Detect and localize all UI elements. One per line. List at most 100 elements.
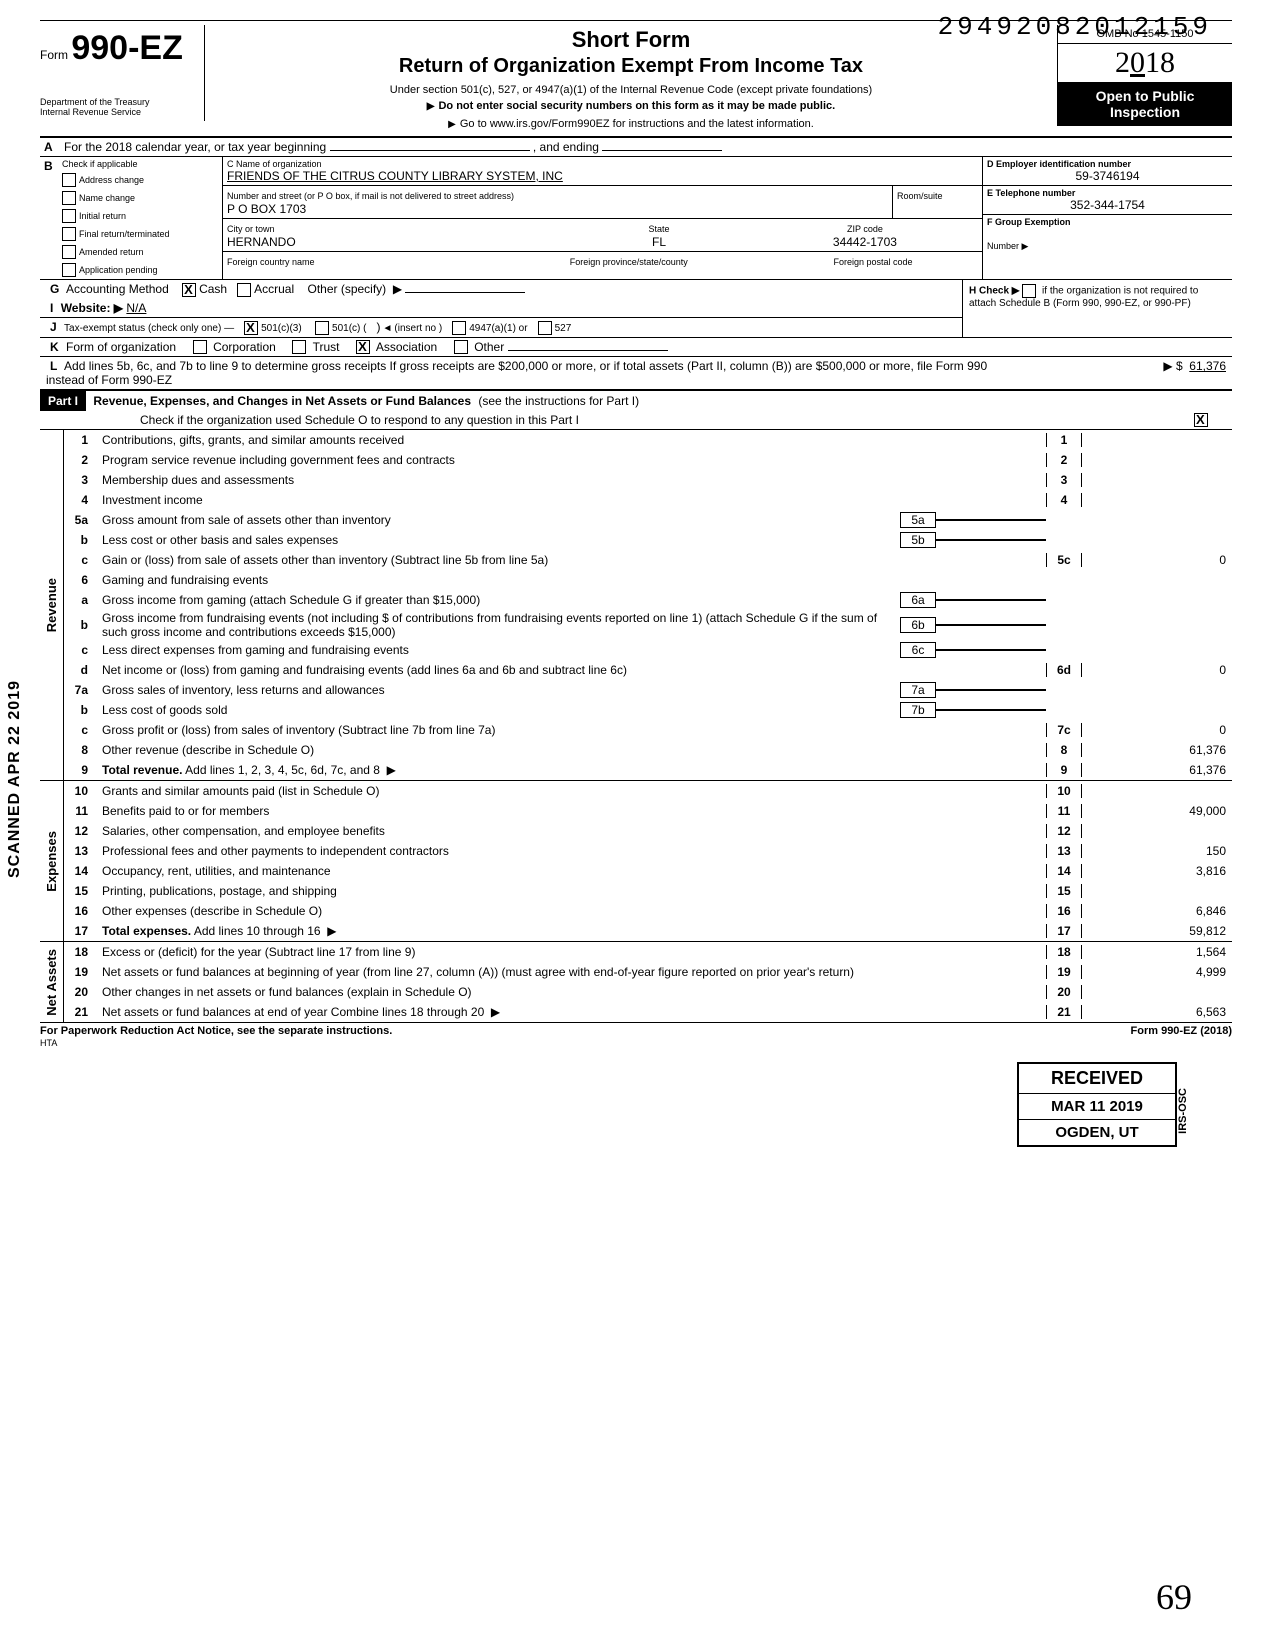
line-1: 1Contributions, gifts, grants, and simil… [64, 430, 1232, 450]
k-corp: Corporation [213, 340, 276, 354]
zip-label: ZIP code [847, 224, 883, 234]
line-5c: cGain or (loss) from sale of assets othe… [64, 550, 1232, 570]
b-header: Check if applicable [58, 157, 222, 171]
checkbox-address-change[interactable] [62, 173, 76, 187]
open-public-1: Open to Public [1062, 88, 1228, 104]
form-header: Form 990-EZ Department of the Treasury I… [40, 20, 1232, 138]
label-a: A [40, 138, 58, 156]
foreign-country-label: Foreign country name [227, 257, 315, 267]
checkbox-corporation[interactable] [193, 340, 207, 354]
checkbox-527[interactable] [538, 321, 552, 335]
line-5a: 5aGross amount from sale of assets other… [64, 510, 1232, 530]
checkbox-501c3[interactable] [244, 321, 258, 335]
line-7a: 7aGross sales of inventory, less returns… [64, 680, 1232, 700]
c-label: C Name of organization [227, 159, 978, 169]
b-address-change: Address change [79, 175, 144, 185]
line-15: 15Printing, publications, postage, and s… [64, 881, 1232, 901]
dept-irs: Internal Revenue Service [40, 107, 198, 117]
line-18: 18Excess or (deficit) for the year (Subt… [64, 942, 1232, 962]
arrow-icon [427, 100, 439, 112]
h-label: H Check ▶ [969, 286, 1019, 297]
checkbox-association[interactable] [356, 340, 370, 354]
hta: HTA [40, 1038, 57, 1048]
state-label: State [649, 224, 670, 234]
g-accrual: Accrual [254, 282, 294, 296]
g-cash: Cash [199, 282, 227, 296]
received-stamp: RECEIVED MAR 11 2019 OGDEN, UT IRS-OSC [1017, 1062, 1177, 1147]
line-5b: bLess cost or other basis and sales expe… [64, 530, 1232, 550]
line-6a: aGross income from gaming (attach Schedu… [64, 590, 1232, 610]
line-7c: cGross profit or (loss) from sales of in… [64, 720, 1232, 740]
j-527: 527 [555, 323, 572, 334]
checkbox-cash[interactable] [182, 283, 196, 297]
vtab-expenses: Expenses [42, 827, 61, 896]
checkbox-accrual[interactable] [237, 283, 251, 297]
foreign-prov-label: Foreign province/state/county [570, 257, 688, 267]
checkbox-amended-return[interactable] [62, 245, 76, 259]
j-label: Tax-exempt status (check only one) — [64, 323, 234, 334]
b-final-return: Final return/terminated [79, 229, 170, 239]
city-label: City or town [227, 224, 275, 234]
checkbox-trust[interactable] [292, 340, 306, 354]
l-amount: 61,376 [1189, 359, 1226, 373]
line-a-text: For the 2018 calendar year, or tax year … [64, 140, 326, 154]
form-prefix: Form [40, 48, 68, 62]
dept-treasury: Department of the Treasury [40, 96, 198, 107]
checkbox-h[interactable] [1022, 284, 1036, 298]
l-text: Add lines 5b, 6c, and 7b to line 9 to de… [46, 359, 987, 387]
line-4: 4Investment income4 [64, 490, 1232, 510]
checkbox-final-return[interactable] [62, 227, 76, 241]
return-title: Return of Organization Exempt From Incom… [211, 55, 1051, 78]
goto-url: Go to www.irs.gov/Form990EZ for instruct… [460, 118, 814, 130]
under-section-text: Under section 501(c), 527, or 4947(a)(1)… [211, 84, 1051, 96]
line-a-end: , and ending [533, 140, 599, 154]
checkbox-4947[interactable] [452, 321, 466, 335]
short-form-title: Short Form [211, 27, 1051, 53]
line-21: 21Net assets or fund balances at end of … [64, 1002, 1232, 1022]
j-501c: 501(c) ( [332, 323, 366, 334]
d-label: D Employer identification number [987, 159, 1228, 169]
part1-label: Part I [40, 391, 86, 411]
dollar-prefix: ▶ $ [1163, 359, 1182, 373]
line-6c: cLess direct expenses from gaming and fu… [64, 640, 1232, 660]
vtab-net-assets: Net Assets [42, 945, 61, 1020]
j-501c3: 501(c)(3) [261, 323, 302, 334]
open-public-2: Inspection [1062, 104, 1228, 120]
f-label2: Number ▶ [987, 241, 1228, 252]
part1-see: (see the instructions for Part I) [478, 394, 639, 408]
b-name-change: Name change [79, 193, 135, 203]
b-initial-return: Initial return [79, 211, 126, 221]
zip-value: 34442-1703 [833, 235, 897, 249]
line-12: 12Salaries, other compensation, and empl… [64, 821, 1232, 841]
line-3: 3Membership dues and assessments3 [64, 470, 1232, 490]
scanned-stamp: SCANNED APR 22 2019 [6, 680, 24, 878]
checkbox-other-org[interactable] [454, 340, 468, 354]
addr-value: P O BOX 1703 [227, 202, 306, 216]
i-label: Website: ▶ [61, 301, 123, 315]
checkbox-501c[interactable] [315, 321, 329, 335]
k-other: Other [474, 340, 504, 354]
part1-title: Revenue, Expenses, and Changes in Net As… [89, 392, 475, 410]
checkbox-application-pending[interactable] [62, 263, 76, 277]
line-9: 9Total revenue. Add lines 1, 2, 3, 4, 5c… [64, 760, 1232, 780]
k-assoc: Association [376, 340, 437, 354]
checkbox-initial-return[interactable] [62, 209, 76, 223]
k-trust: Trust [313, 340, 340, 354]
ein-value: 59-3746194 [1075, 169, 1139, 183]
checkbox-schedule-o[interactable] [1194, 413, 1208, 427]
omb-number: OMB No 1545-1150 [1058, 25, 1232, 44]
line-6b: bGross income from fundraising events (n… [64, 610, 1232, 640]
vtab-revenue: Revenue [42, 574, 61, 636]
checkbox-name-change[interactable] [62, 191, 76, 205]
paperwork-notice: For Paperwork Reduction Act Notice, see … [40, 1025, 392, 1037]
addr-label: Number and street (or P O box, if mail i… [227, 191, 514, 201]
line-16: 16Other expenses (describe in Schedule O… [64, 901, 1232, 921]
arrow-icon [448, 118, 460, 130]
state-value: FL [652, 235, 666, 249]
part1-check-text: Check if the organization used Schedule … [140, 413, 1194, 427]
j-insert: (insert no ) [394, 323, 442, 334]
line-11: 11Benefits paid to or for members1149,00… [64, 801, 1232, 821]
room-label: Room/suite [897, 191, 943, 201]
form-number: 990-EZ [71, 29, 183, 67]
line-14: 14Occupancy, rent, utilities, and mainte… [64, 861, 1232, 881]
